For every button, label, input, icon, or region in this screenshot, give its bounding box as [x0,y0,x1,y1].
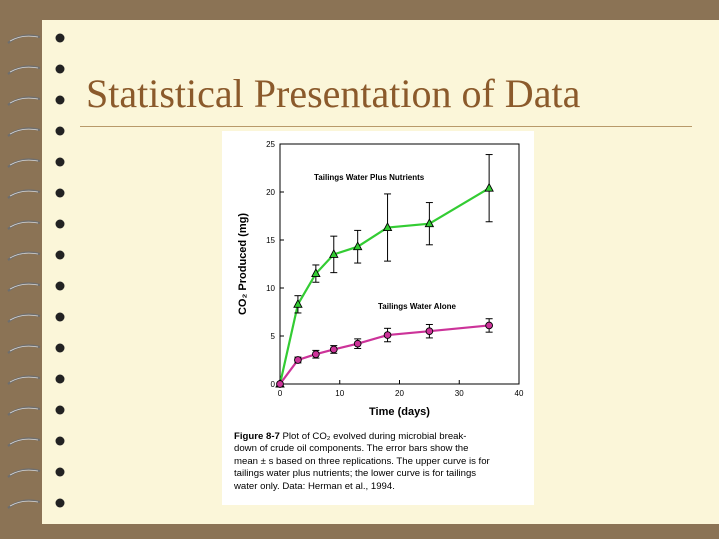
binding-hole [55,467,65,477]
y-axis-label: CO₂ Produced (mg) [237,213,249,315]
binding-ring [7,499,41,509]
page-title: Statistical Presentation of Data [86,71,581,116]
y-tick-label: 0 [271,380,276,389]
binding-ring [7,375,41,385]
caption-line-5: water only. Data: Herman et al., 1994. [234,480,395,492]
y-tick-label: 5 [271,332,276,341]
binding-ring [7,251,41,261]
series-line [278,187,490,385]
data-point [353,339,362,348]
data-point [484,182,494,192]
binding-ring [7,127,41,137]
data-point [424,218,435,228]
data-point [329,345,338,354]
data-point [383,331,392,339]
data-point [329,248,339,258]
series-label-plus-nutrients: Tailings Water Plus Nutrients [314,173,425,182]
binding-ring [7,406,41,416]
caption-label: Figure 8-7 [234,431,280,442]
co2-chart: 0 10 20 30 40 0 5 10 15 20 25 Tailings Water Plus … [237,140,524,418]
data-point [311,268,321,278]
binding-hole [55,312,65,322]
binding-ring [7,65,41,75]
binding-hole [55,498,65,508]
binding-ring [7,468,41,478]
caption-line-3: mean ± s based on three replications. Th… [234,455,490,467]
title-divider [80,126,692,127]
caption-line-1: Plot of CO₂ evolved during microbial bre… [282,431,467,442]
y-tick-label: 10 [266,284,275,293]
binding-hole [55,405,65,415]
x-tick-label: 20 [395,389,404,398]
binding-hole [55,33,65,43]
binding-ring [7,220,41,230]
data-point [294,356,302,364]
binding-ring [7,437,41,447]
spiral-binding [7,33,65,509]
binding-hole [55,157,65,167]
data-point [352,241,363,251]
binding-ring [7,34,41,44]
binding-ring [7,96,41,106]
binding-ring [7,158,41,168]
x-axis-label: Time (days) [369,406,430,418]
series-label-water-alone: Tailings Water Alone [378,302,456,311]
x-tick-label: 40 [515,389,524,398]
data-point [293,298,303,308]
figure-caption: Figure 8-7 Plot of CO₂ evolved during mi… [234,431,529,493]
binding-ring [7,189,41,199]
binding-ring [7,313,41,323]
binding-hole [55,188,65,198]
data-point [382,222,393,231]
x-tick-label: 30 [455,389,464,398]
data-point [485,321,493,330]
figure: 0 10 20 30 40 0 5 10 15 20 25 Tailings Water Plus … [222,131,534,505]
x-tick-label: 0 [278,389,283,398]
binding-hole [55,436,65,446]
series-water-alone [276,318,493,388]
binding-hole [55,64,65,74]
binding-hole [55,126,65,136]
series-plus-nutrients [275,154,494,388]
binding-hole [55,95,65,105]
binding-hole [55,250,65,260]
binding-hole [55,281,65,291]
binding-ring [7,344,41,354]
y-tick-label: 25 [266,140,275,149]
caption-line-2: down of crude oil components. The error … [234,443,469,455]
binding-hole [55,374,65,384]
data-point [311,350,320,359]
binding-ring [7,282,41,292]
binding-hole [55,343,65,353]
data-point [276,380,284,388]
y-tick-label: 20 [266,188,275,197]
y-tick-label: 15 [266,236,275,245]
binding-hole [55,219,65,229]
x-tick-label: 10 [335,389,344,398]
data-point [425,327,434,336]
caption-line-4: tailings water plus nutrients; the lower… [234,468,477,480]
